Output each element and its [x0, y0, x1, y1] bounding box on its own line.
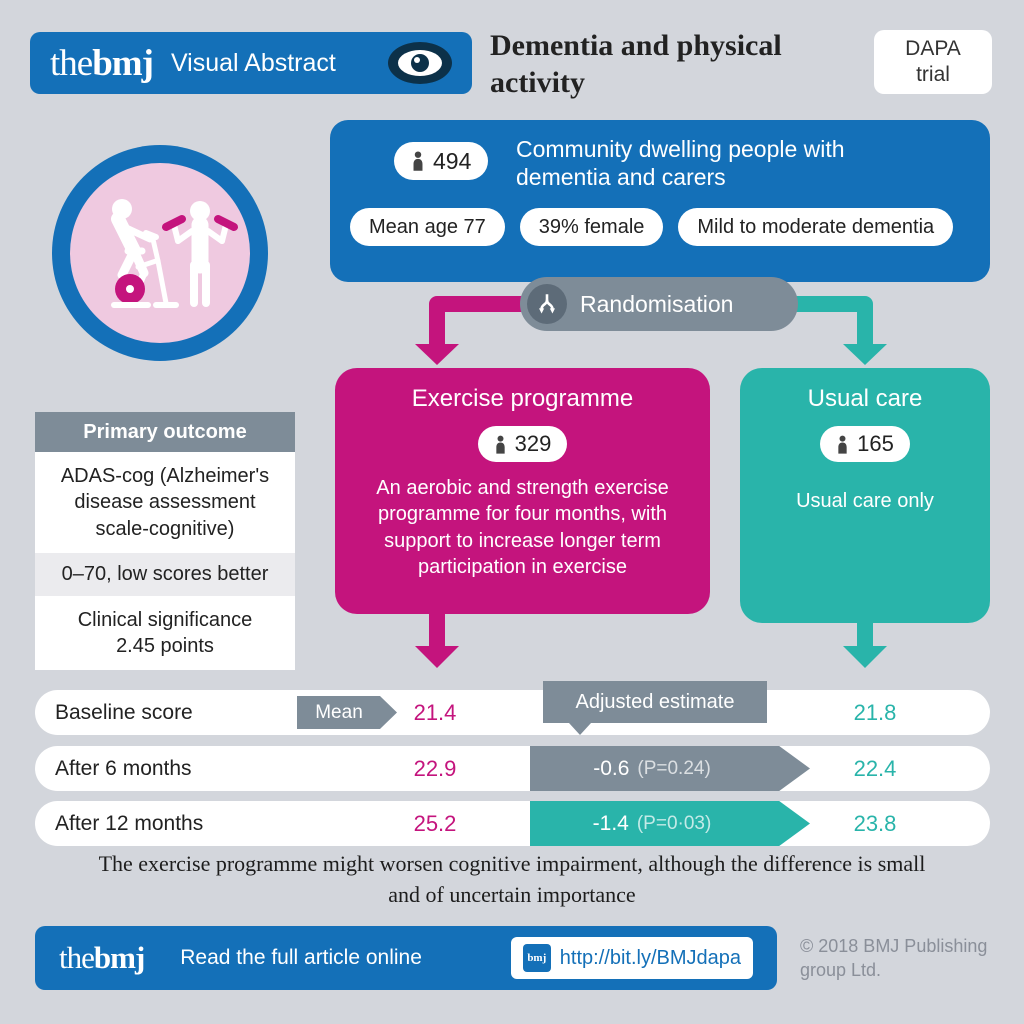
exercise-count: 329 [514, 431, 552, 456]
population-pill-age: Mean age 77 [350, 208, 505, 246]
population-description: Community dwelling people with dementia … [516, 136, 845, 191]
result-label: Baseline score [55, 700, 193, 724]
article-link[interactable]: bmj http://bit.ly/BMJdapa [510, 937, 753, 979]
usual-care-12-month-value: 23.8 [853, 810, 897, 836]
mean-tag: Mean [297, 696, 397, 729]
exercise-count-pill: 329 [477, 426, 568, 462]
bmj-logo-the: the [59, 940, 95, 975]
randomisation-pill: Randomisation [520, 277, 798, 331]
person-icon [495, 435, 505, 454]
usual-care-count-pill: 165 [820, 426, 910, 462]
usual-care-baseline-value: 21.8 [853, 699, 897, 725]
population-count-pill: 494 [394, 142, 489, 180]
estimate-value: -0.6 [593, 756, 630, 780]
person-icon [838, 435, 847, 454]
result-row-12-months: After 12 months 25.2 -1.4 (P=0·03) 23.8 [35, 801, 990, 846]
adjusted-estimate-tag: Adjusted estimate [543, 681, 767, 735]
result-row-6-months: After 6 months 22.9 -0.6 (P=0.24) 22.4 [35, 746, 990, 791]
estimate-value: -1.4 [592, 811, 629, 835]
primary-outcome-panel: ADAS-cog (Alzheimer's disease assessment… [35, 452, 295, 671]
bmj-brand-banner: thebmj Visual Abstract [30, 32, 472, 94]
result-label: After 6 months [55, 756, 192, 780]
visual-abstract-label: Visual Abstract [170, 48, 336, 77]
bmj-logo: thebmj [50, 42, 154, 85]
estimate-chevron-12-months: -1.4 (P=0·03) [530, 801, 810, 846]
usual-care-description: Usual care only [796, 490, 934, 512]
randomisation-label: Randomisation [580, 290, 734, 317]
result-row-baseline: Baseline score Mean 21.4 Adjusted estima… [35, 681, 990, 735]
primary-outcome-header: Primary outcome [35, 412, 295, 452]
usual-care-arm-title: Usual care [807, 385, 923, 412]
copyright-notice: © 2018 BMJ Publishing group Ltd. [800, 936, 988, 981]
exercise-arm-box: Exercise programme 329 An aerobic and st… [335, 368, 710, 614]
exercise-description: An aerobic and strength exercise program… [376, 477, 669, 579]
estimate-chevron-6-months: -0.6 (P=0.24) [530, 746, 810, 791]
population-count: 494 [433, 147, 472, 174]
exercise-silhouettes [111, 199, 238, 308]
primary-outcome-range: 0–70, low scores better [35, 553, 295, 596]
bmj-logo-the: the [50, 42, 93, 84]
exercise-arm-title: Exercise programme [411, 385, 634, 412]
exercise-baseline-value: 21.4 [413, 699, 457, 725]
usual-care-count: 165 [857, 431, 894, 456]
primary-outcome-scale: ADAS-cog (Alzheimer's disease assessment… [60, 465, 270, 540]
person-icon [413, 151, 423, 171]
branch-arrows-icon [527, 284, 567, 324]
exercise-12-month-value: 25.2 [413, 810, 457, 836]
bmj-square-icon: bmj [522, 944, 551, 972]
p-value: (P=0·03) [636, 812, 712, 834]
bmj-logo: thebmj [59, 940, 145, 976]
trial-badge: DAPA trial [874, 30, 992, 94]
population-pill-female: 39% female [519, 208, 664, 246]
eye-icon [388, 42, 452, 84]
footer-bar: thebmj Read the full article online bmj … [35, 926, 777, 990]
usual-care-6-month-value: 22.4 [853, 755, 897, 781]
population-box: 494 Community dwelling people with demen… [330, 120, 990, 282]
footer-cta-text: Read the full article online [180, 946, 422, 969]
illustration-background [70, 163, 250, 343]
usual-care-arm-box: Usual care 165 Usual care only [740, 368, 990, 623]
article-url[interactable]: http://bit.ly/BMJdapa [559, 946, 741, 969]
page-title: Dementia and physical activity [490, 29, 782, 99]
exercise-6-month-value: 22.9 [413, 755, 457, 781]
p-value: (P=0.24) [637, 757, 711, 779]
bmj-logo-bmj: bmj [93, 940, 145, 975]
primary-outcome-significance: Clinical significance 2.45 points [77, 608, 253, 657]
conclusion-text: The exercise programme might worsen cogn… [98, 851, 926, 908]
population-characteristics: Mean age 77 39% female Mild to moderate … [350, 208, 974, 246]
exercise-bike-illustration [52, 145, 268, 361]
result-label: After 12 months [55, 811, 204, 835]
population-pill-severity: Mild to moderate dementia [678, 208, 954, 246]
bmj-logo-bmj: bmj [92, 42, 154, 84]
